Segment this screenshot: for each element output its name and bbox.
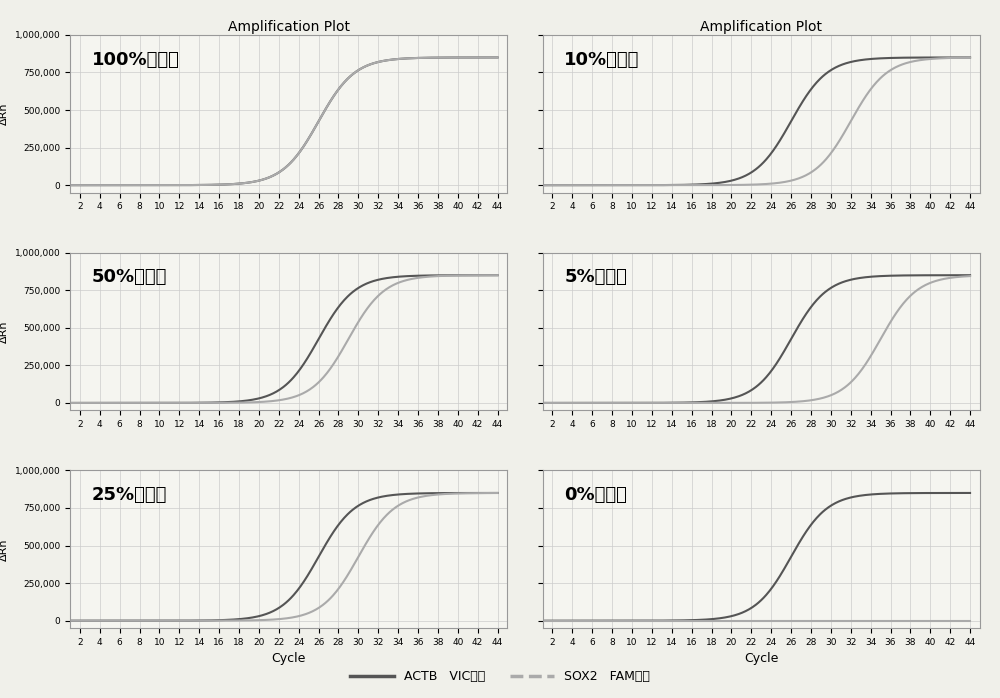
Title: Amplification Plot: Amplification Plot: [700, 20, 822, 34]
Text: 5%甲基化: 5%甲基化: [564, 269, 627, 286]
X-axis label: Cycle: Cycle: [744, 653, 778, 665]
Text: 0%甲基化: 0%甲基化: [564, 487, 627, 504]
Y-axis label: ΔRn: ΔRn: [0, 320, 9, 343]
Y-axis label: ΔRn: ΔRn: [0, 103, 9, 125]
Title: Amplification Plot: Amplification Plot: [228, 20, 350, 34]
Y-axis label: ΔRn: ΔRn: [0, 538, 9, 560]
Text: 10%甲基化: 10%甲基化: [564, 51, 640, 68]
Text: 50%甲基化: 50%甲基化: [92, 269, 167, 286]
X-axis label: Cycle: Cycle: [272, 653, 306, 665]
Legend: ACTB   VIC标记, SOX2   FAM标记: ACTB VIC标记, SOX2 FAM标记: [345, 665, 655, 688]
Text: 100%甲基化: 100%甲基化: [92, 51, 180, 68]
Text: 25%甲基化: 25%甲基化: [92, 487, 167, 504]
